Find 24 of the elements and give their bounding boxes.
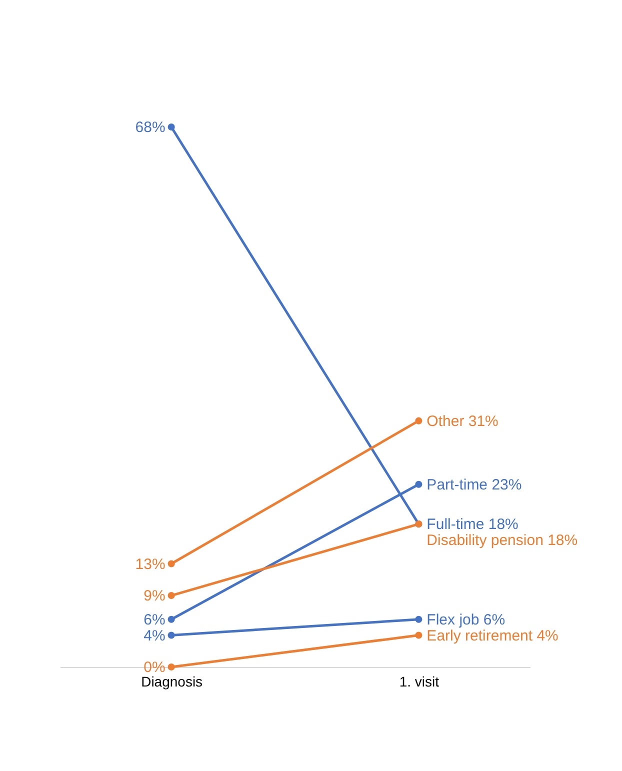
data-label: 0% — [144, 659, 166, 676]
data-label: 4% — [144, 627, 166, 644]
text: Flex job 6% — [426, 611, 506, 628]
point — [168, 592, 175, 600]
point — [415, 417, 422, 424]
point — [168, 616, 175, 623]
text: Other 31% — [426, 412, 498, 430]
point — [168, 632, 175, 639]
x-tick-label: 1. visit — [399, 674, 440, 690]
text: Early retirement 4% — [426, 627, 558, 644]
x-tick-label: Diagnosis — [141, 674, 203, 690]
data-label: 9% — [144, 588, 166, 605]
text: Part-time 23% — [426, 476, 522, 494]
point — [415, 616, 422, 623]
text: Disability pension 18% — [426, 532, 578, 550]
point — [415, 480, 422, 488]
text: Full-time 18% — [426, 516, 518, 534]
data-label: 68% — [135, 119, 166, 136]
data-label: 13% — [135, 556, 166, 573]
point — [168, 560, 175, 568]
point — [168, 123, 175, 131]
data-label: 6% — [144, 611, 166, 628]
point — [415, 632, 422, 639]
point — [168, 663, 175, 671]
